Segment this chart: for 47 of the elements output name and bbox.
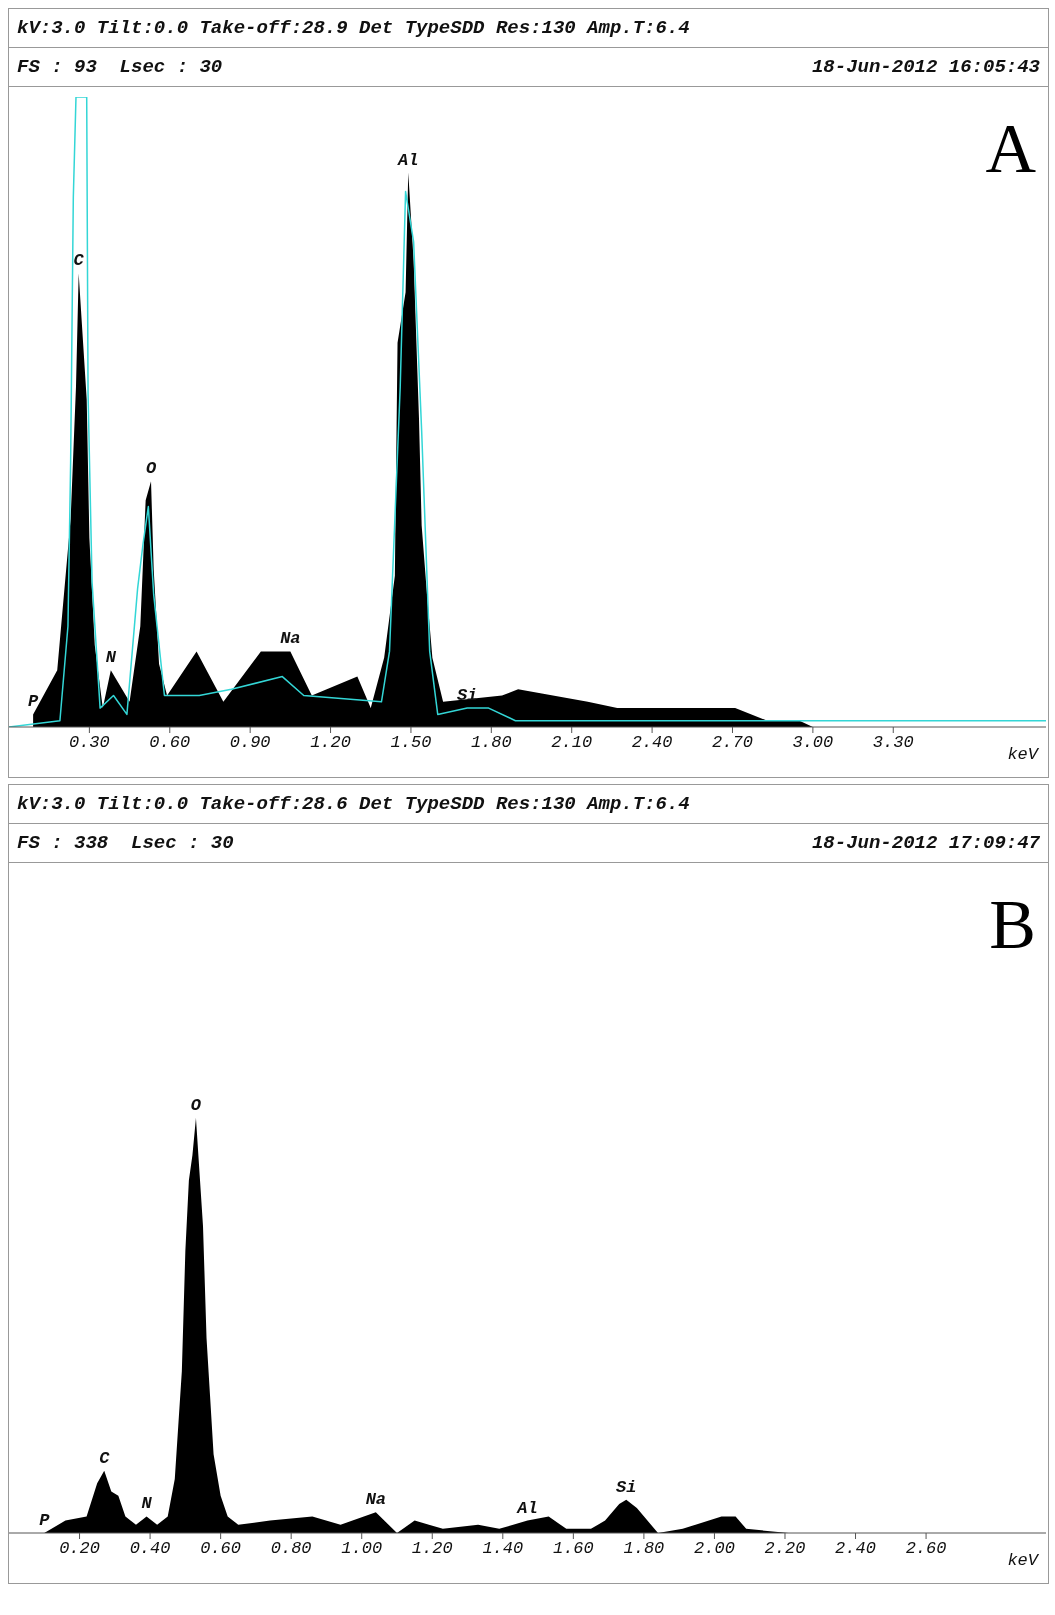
- x-tick-label: 1.60: [552, 1539, 594, 1559]
- chart-title: kV:3.0 Tilt:0.0 Take-off:28.6 Det TypeSDD Res:130 Amp.T:6.4: [17, 793, 690, 815]
- annotation: N: [141, 1494, 153, 1514]
- text: FS : 93 Lsec : 30: [17, 56, 223, 78]
- x-tick-label: 1.80: [623, 1539, 665, 1559]
- annotation: P: [39, 1511, 51, 1530]
- x-tick-label: 0.60: [200, 1539, 242, 1559]
- chart-title: kV:3.0 Tilt:0.0 Take-off:28.9 Det TypeSDD Res:130 Amp.T:6.4: [17, 17, 690, 39]
- x-tick-label: 0.60: [149, 733, 191, 753]
- text: 18-Jun-2012 16:05:43: [811, 56, 1040, 78]
- x-tick-label: 0.30: [68, 733, 110, 753]
- x-tick-label: 1.00: [341, 1539, 383, 1559]
- x-tick-label: 2.10: [551, 733, 593, 753]
- x-tick-label: 1.50: [390, 733, 432, 753]
- x-tick-label: 2.70: [712, 733, 753, 753]
- x-tick-label: 0.40: [129, 1539, 171, 1559]
- x-tick-label: 3.00: [792, 733, 834, 753]
- annotation: C: [99, 1448, 111, 1468]
- text: FS : 338 Lsec : 30: [17, 832, 234, 854]
- annotation: Na: [280, 629, 301, 649]
- annotation: Al: [516, 1498, 538, 1518]
- annotation: O: [145, 459, 157, 479]
- x-tick-label: 2.00: [694, 1539, 735, 1559]
- annotation: Al: [397, 150, 419, 170]
- text: 18-Jun-2012 17:09:47: [811, 832, 1040, 854]
- x-tick-label: 3.30: [872, 733, 914, 753]
- annotation: P: [28, 692, 40, 712]
- x-tick-label: 2.20: [764, 1539, 806, 1559]
- annotation: O: [190, 1096, 202, 1115]
- annotation: N: [105, 648, 117, 668]
- x-tick-label: 0.20: [59, 1539, 100, 1559]
- x-tick-label: 2.40: [631, 733, 673, 753]
- x-tick-label: 1.40: [482, 1539, 524, 1559]
- text: B: [989, 885, 1036, 965]
- annotation: A: [985, 109, 1036, 189]
- x-tick-label: 0.90: [229, 733, 271, 753]
- x-axis-title: keV: [1007, 1551, 1040, 1570]
- x-axis-title: keV: [1007, 745, 1040, 764]
- x-tick-label: 1.80: [470, 733, 512, 753]
- annotation: C: [73, 251, 85, 271]
- x-tick-label: 2.60: [905, 1539, 947, 1559]
- annotation: Si: [616, 1477, 637, 1497]
- x-tick-label: 0.80: [270, 1539, 312, 1559]
- x-tick-label: 1.20: [411, 1539, 453, 1559]
- annotation: Na: [365, 1490, 387, 1510]
- x-tick-label: 1.20: [310, 733, 351, 753]
- x-tick-label: 2.40: [835, 1539, 876, 1559]
